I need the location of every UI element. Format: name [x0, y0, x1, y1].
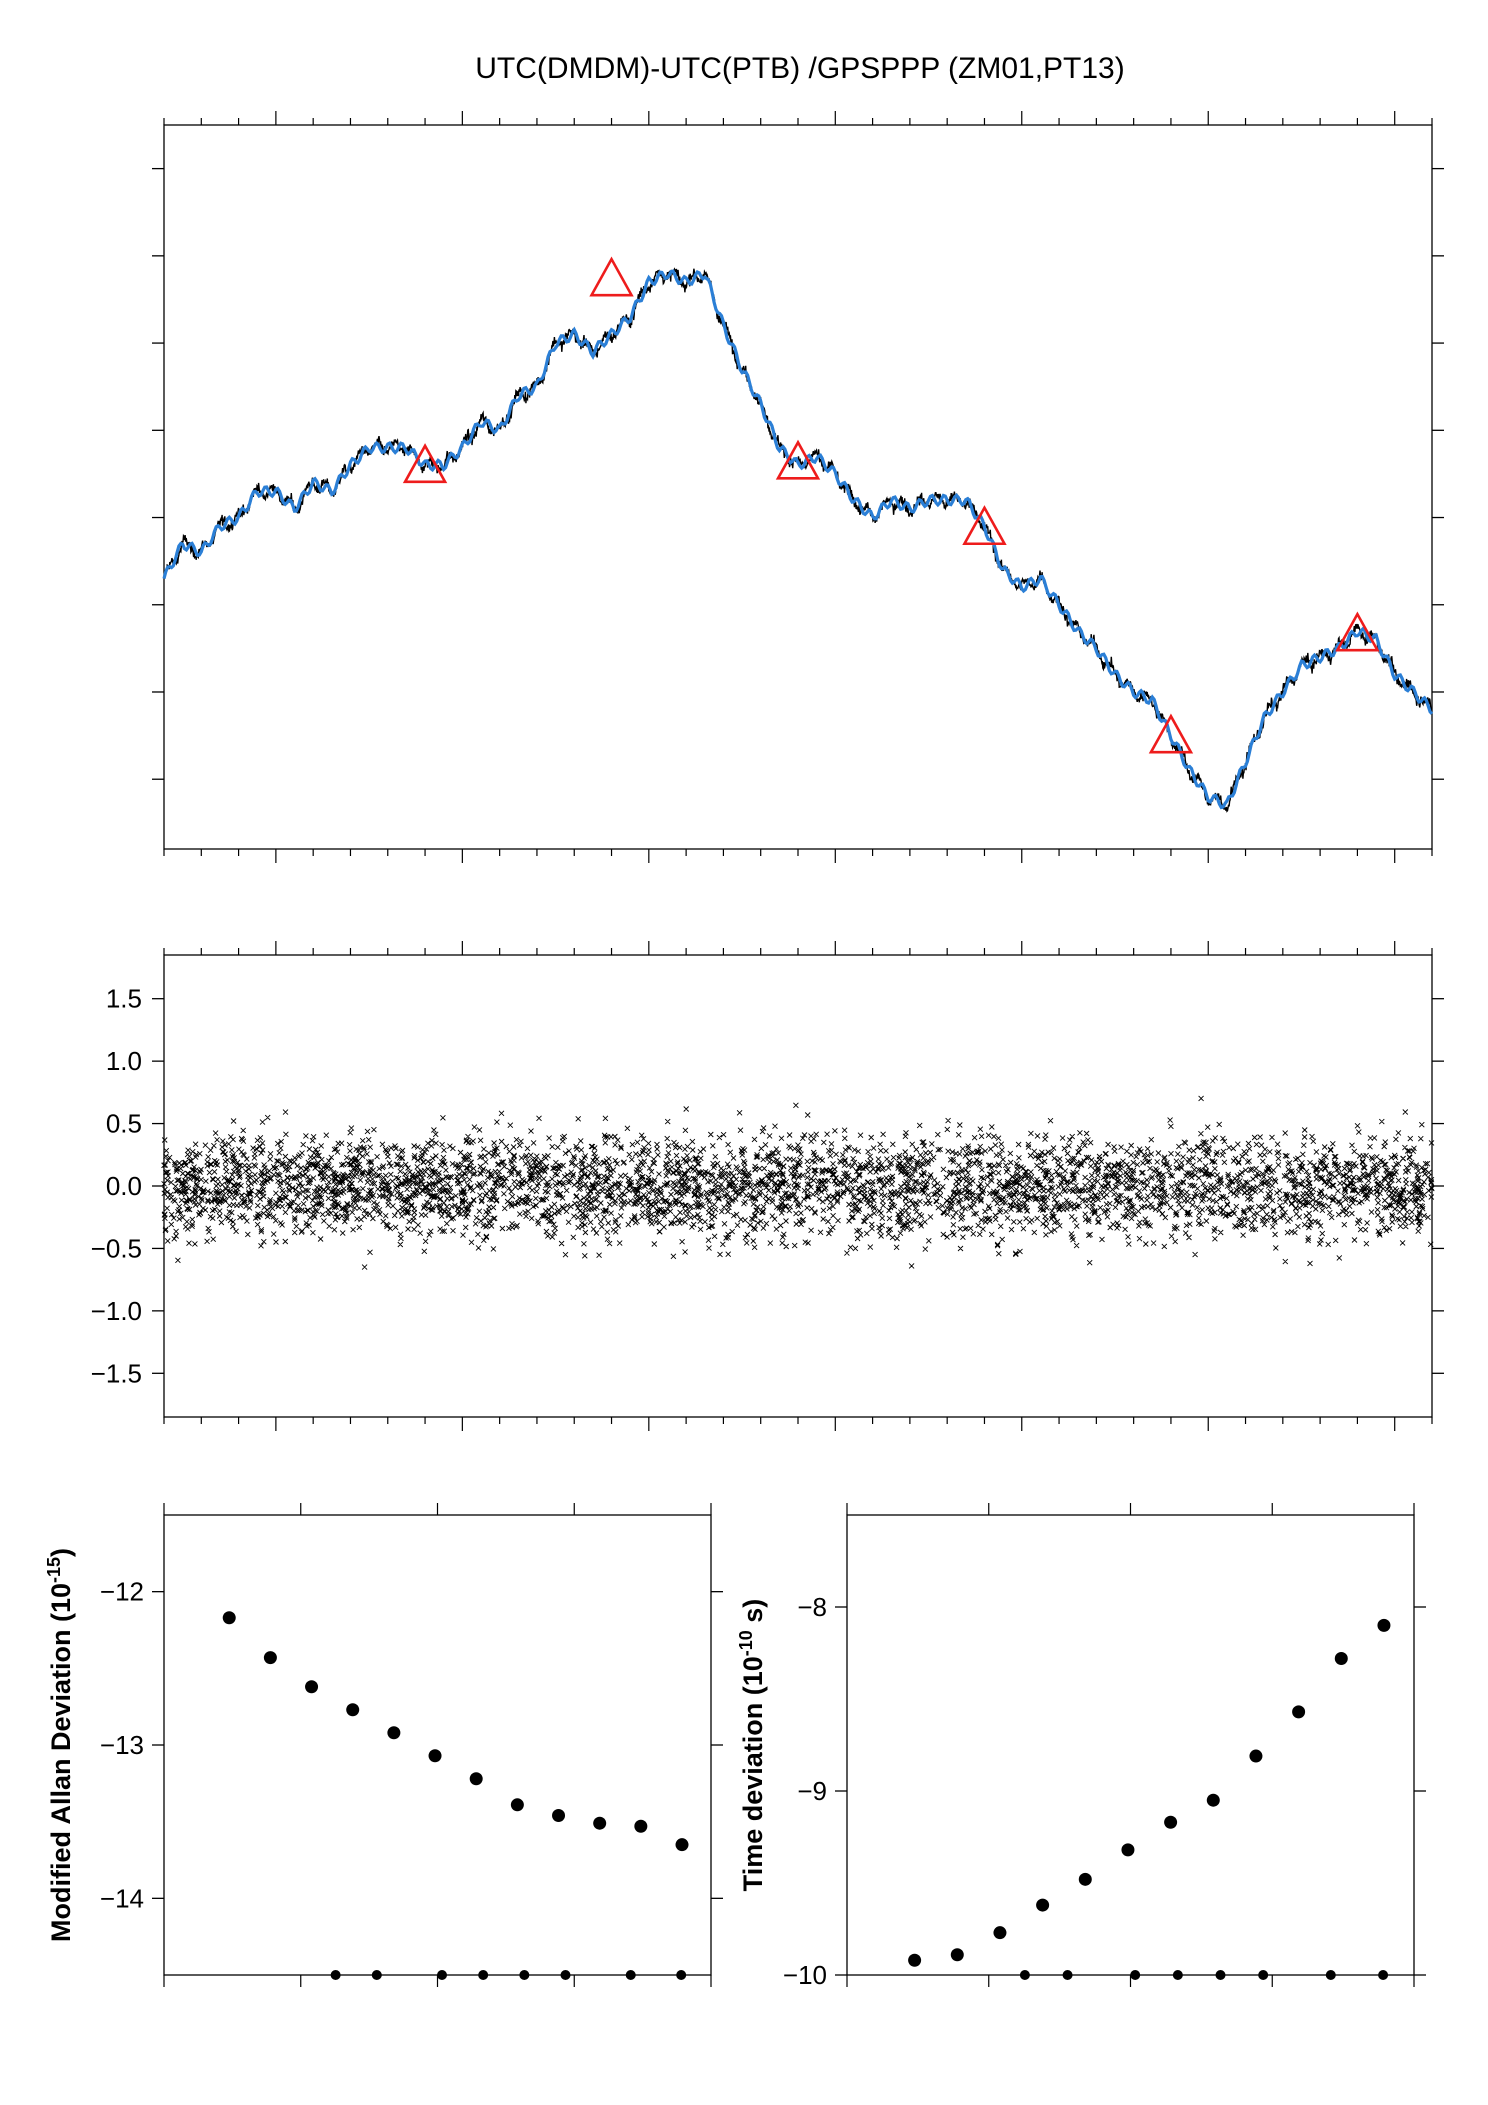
calibration-marker	[775, 439, 821, 480]
interval-marker	[437, 1970, 448, 1980]
deviation-point	[950, 1948, 964, 1962]
calibration-marker	[589, 256, 634, 297]
deviation-point	[634, 1819, 648, 1833]
y-tick-label: −10	[783, 1960, 827, 1990]
interval-marker	[560, 1970, 571, 1980]
deviation-point	[346, 1703, 360, 1717]
deviation-point	[1206, 1793, 1220, 1807]
deviation-point	[222, 1611, 236, 1625]
interval-marker	[1062, 1970, 1073, 1980]
deviation-point	[1334, 1652, 1348, 1666]
y-axis-title: Modified Allan Deviation (10-15)	[44, 1548, 76, 1942]
y-tick-label: −9	[797, 1776, 827, 1806]
y-tick-label: −1.5	[91, 1358, 142, 1388]
y-tick-label: −1.0	[91, 1296, 142, 1326]
mdev-panel: −14 −13 −12 Modified Allan Deviation (10-15…	[44, 1503, 723, 1987]
interval-marker	[1325, 1970, 1336, 1980]
deviation-point	[552, 1809, 566, 1823]
deviation-point	[469, 1772, 483, 1786]
deviation-point	[510, 1798, 524, 1812]
deviation-point	[593, 1816, 607, 1830]
chart-title: UTC(DMDM)-UTC(PTB) /GPSPPP (ZM01,PT13)	[475, 52, 1124, 85]
residuals-panel: −1.5 −1.0 −0.5 0.0 0.5 1.0 1.5	[91, 941, 1444, 1431]
y-tick-label: −0.5	[91, 1233, 142, 1263]
y-axis-title-tail: )	[46, 1548, 76, 1557]
y-tick-label: 1.0	[106, 1046, 142, 1076]
y-tick-label: −12	[100, 1577, 144, 1607]
tdev-frame	[846, 1514, 1415, 1976]
interval-marker	[371, 1970, 382, 1980]
mdev-frame	[163, 1514, 712, 1976]
interval-marker	[676, 1970, 687, 1980]
calibration-marker	[1148, 713, 1194, 754]
time-series-panel	[152, 111, 1444, 863]
tdev-panel: −10 −9 −8 Time deviation (10-10 s)	[736, 1503, 1426, 1990]
calibration-marker	[962, 505, 1007, 546]
interval-marker	[519, 1970, 530, 1980]
y-tick-label: −8	[797, 1592, 827, 1622]
deviation-point	[1377, 1618, 1391, 1632]
deviation-point	[1164, 1815, 1178, 1829]
y-tick-label: −14	[100, 1883, 144, 1913]
deviation-point	[263, 1651, 277, 1665]
calibration-marker	[402, 443, 448, 484]
y-axis-title-tail: s)	[738, 1599, 768, 1631]
interval-marker	[1215, 1970, 1226, 1980]
deviation-point	[428, 1749, 442, 1763]
deviation-point	[305, 1680, 319, 1694]
deviation-point	[908, 1953, 922, 1967]
y-axis-title-main: Time deviation (10	[738, 1656, 768, 1891]
deviation-point	[1249, 1749, 1263, 1763]
y-axis-title-exponent: -15	[44, 1557, 64, 1583]
interval-marker	[1172, 1970, 1183, 1980]
y-tick-label: 1.5	[106, 984, 142, 1014]
interval-marker	[1378, 1970, 1389, 1980]
interval-marker	[1258, 1970, 1269, 1980]
ts-frame	[163, 124, 1433, 850]
y-axis-title-main: Modified Allan Deviation (10	[46, 1583, 76, 1942]
y-axis-title: Time deviation (10-10 s)	[736, 1599, 768, 1892]
residual-points	[161, 1095, 1435, 1270]
deviation-point	[1121, 1843, 1135, 1857]
deviation-point	[1036, 1898, 1050, 1912]
calibration-marker	[1335, 611, 1380, 652]
deviation-point	[675, 1838, 689, 1852]
deviation-point	[387, 1726, 401, 1740]
y-tick-label: 0.0	[106, 1171, 142, 1201]
deviation-point	[1078, 1872, 1092, 1886]
interval-marker	[1019, 1970, 1030, 1980]
y-tick-label: 0.5	[106, 1109, 142, 1139]
interval-marker	[478, 1970, 489, 1980]
y-tick-label: −13	[100, 1730, 144, 1760]
deviation-point	[1292, 1705, 1306, 1719]
interval-marker	[330, 1970, 341, 1980]
y-axis-title-exponent: -10	[736, 1630, 756, 1656]
smoothed-series-line	[162, 269, 1434, 810]
interval-marker	[625, 1970, 636, 1980]
deviation-point	[993, 1926, 1007, 1940]
raw-data-trace	[163, 267, 1433, 813]
interval-marker	[1130, 1970, 1141, 1980]
